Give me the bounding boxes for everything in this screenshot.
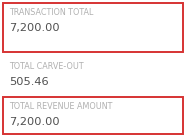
Text: 7,200.00: 7,200.00 <box>9 117 60 127</box>
Text: TRANSACTION TOTAL: TRANSACTION TOTAL <box>9 8 93 17</box>
Bar <box>3 3 183 52</box>
Text: TOTAL CARVE-OUT: TOTAL CARVE-OUT <box>9 62 84 71</box>
Text: 7,200.00: 7,200.00 <box>9 23 60 33</box>
Text: 505.46: 505.46 <box>9 77 49 87</box>
Bar <box>3 97 183 134</box>
Text: TOTAL REVENUE AMOUNT: TOTAL REVENUE AMOUNT <box>9 102 112 111</box>
